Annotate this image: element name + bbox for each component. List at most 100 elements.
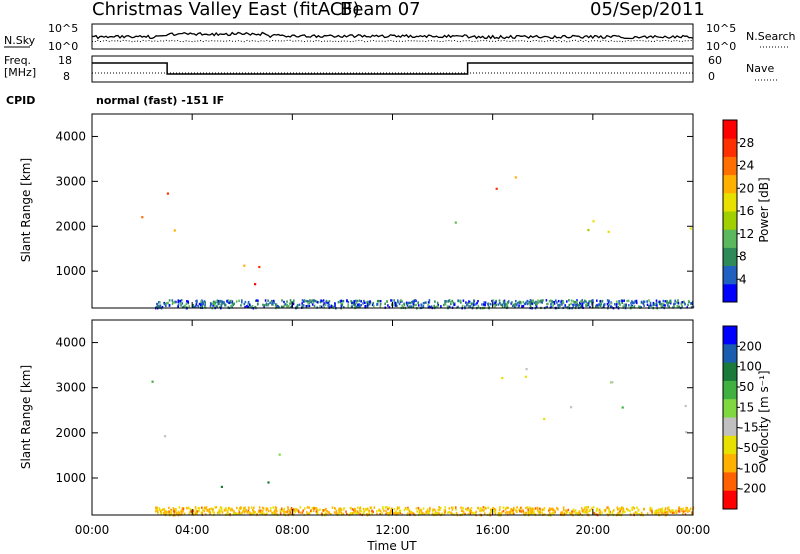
ground-scatter-point (502, 301, 505, 304)
ground-scatter-point (412, 303, 415, 306)
ground-scatter-point (286, 305, 288, 308)
ground-scatter-point (381, 506, 384, 509)
ground-scatter-point (435, 305, 437, 309)
ground-scatter-point (388, 506, 390, 509)
data-point (151, 380, 154, 383)
ground-scatter-point (684, 513, 687, 516)
y-tick-label: 4000 (55, 129, 86, 143)
ground-scatter-point (235, 512, 237, 515)
ground-scatter-point (585, 304, 588, 307)
ground-scatter-point (553, 509, 556, 513)
ground-scatter-point (385, 509, 387, 513)
ground-scatter-point (358, 299, 361, 302)
ground-scatter-point (560, 511, 562, 514)
ground-scatter-point (230, 304, 232, 308)
ground-scatter-point (636, 511, 638, 514)
ground-scatter-point (585, 300, 587, 303)
ground-scatter-point (174, 301, 176, 304)
ground-scatter-point (533, 512, 535, 516)
ground-scatter-point (576, 299, 578, 302)
ground-scatter-point (529, 507, 532, 511)
ground-scatter-point (541, 301, 543, 304)
ground-scatter-point (266, 507, 269, 510)
ground-scatter-point (400, 299, 402, 302)
ground-scatter-point (643, 507, 645, 511)
ground-scatter-point (429, 306, 432, 309)
ground-scatter-point (241, 301, 243, 304)
ground-scatter-point (301, 511, 304, 514)
ground-scatter-point (214, 302, 217, 305)
ground-scatter-point (376, 299, 379, 303)
ground-scatter-point (610, 301, 613, 305)
colorbar-swatch (723, 174, 737, 194)
ground-scatter-point (265, 507, 268, 511)
ground-scatter-point (271, 511, 273, 515)
ground-scatter-point (491, 509, 493, 512)
ground-scatter-point (293, 508, 295, 511)
ground-scatter-point (270, 299, 273, 303)
colorbar-tick-label: 200 (739, 339, 762, 353)
ground-scatter-point (583, 507, 586, 511)
ground-scatter-point (325, 301, 327, 304)
ground-scatter-point (448, 510, 451, 514)
ground-scatter-point (593, 512, 596, 515)
ground-scatter-point (250, 512, 252, 515)
ground-scatter-point (513, 303, 516, 306)
ground-scatter-point (196, 300, 198, 304)
ground-scatter-point (532, 508, 535, 511)
ground-scatter-point (258, 506, 261, 509)
ground-scatter-point (396, 512, 399, 515)
ground-scatter-point (502, 300, 505, 303)
ground-scatter-point (571, 512, 573, 515)
ground-scatter-point (557, 508, 559, 511)
ground-scatter-point (234, 512, 237, 515)
ground-scatter-point (205, 506, 208, 509)
ground-scatter-point (286, 300, 288, 303)
ground-scatter-point (288, 305, 290, 308)
ground-scatter-point (219, 506, 222, 510)
ground-scatter-point (587, 303, 590, 307)
ground-scatter-point (223, 509, 226, 512)
ground-scatter-point (440, 305, 442, 308)
ground-scatter-point (605, 508, 607, 512)
ground-scatter-point (678, 506, 680, 509)
ground-scatter-point (623, 303, 626, 306)
colorbar-tick-label: 12 (739, 227, 754, 241)
ground-scatter-point (315, 507, 318, 510)
ground-scatter-point (398, 302, 401, 306)
ground-scatter-point (655, 512, 658, 515)
ground-scatter-point (682, 510, 685, 513)
ground-scatter-point (548, 507, 551, 510)
ground-scatter-point (511, 304, 514, 308)
ground-scatter-point (529, 301, 532, 304)
ground-scatter-point (433, 304, 435, 308)
ground-scatter-point (311, 303, 314, 306)
ground-scatter-point (221, 301, 223, 305)
ground-scatter-point (612, 510, 614, 513)
ground-scatter-point (534, 302, 537, 305)
ground-scatter-point (448, 507, 451, 510)
ground-scatter-point (341, 303, 343, 307)
ground-scatter-point (666, 302, 669, 306)
colorbar-tick-label: 15 (739, 400, 754, 414)
ground-scatter-point (539, 510, 541, 514)
power-colorbar: 4 8 12 16 20 24 28 (722, 119, 754, 303)
ground-scatter-point (345, 510, 347, 513)
ground-scatter-point (328, 306, 331, 309)
ground-scatter-point (231, 302, 234, 305)
ground-scatter-point (240, 506, 242, 509)
data-point (258, 265, 261, 269)
ground-scatter-point (493, 507, 496, 511)
colorbar-swatch (723, 265, 737, 285)
ground-scatter-point (319, 305, 321, 308)
ground-scatter-point (214, 506, 216, 509)
ground-scatter-point (661, 509, 664, 513)
ground-scatter-point (444, 510, 446, 514)
ground-scatter-point (606, 513, 608, 516)
ground-scatter-point (356, 305, 358, 308)
ground-scatter-point (366, 306, 369, 309)
ground-scatter-point (180, 510, 182, 513)
ground-scatter-point (584, 299, 586, 302)
ground-scatter-point (579, 301, 581, 304)
ground-scatter-point (224, 304, 226, 307)
